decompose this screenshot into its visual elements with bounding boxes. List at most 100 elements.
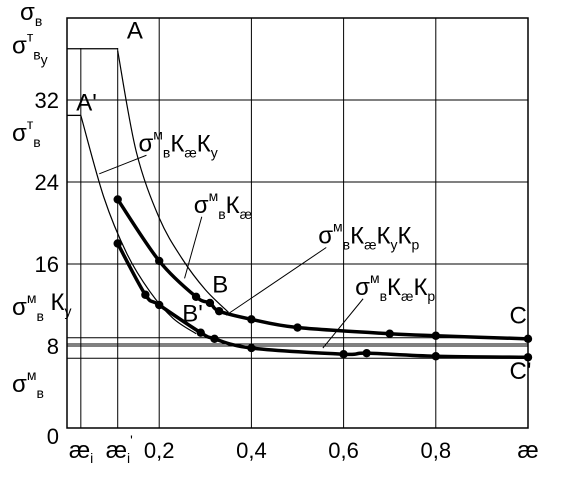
x-tick-label: 0,8 (421, 438, 452, 463)
series-line (116, 242, 529, 360)
curve-label-factor: К (197, 130, 211, 157)
data-point (293, 323, 302, 332)
point-letter: A' (76, 89, 97, 116)
data-point (385, 329, 394, 338)
y-annotation-sub: в (36, 385, 43, 401)
leader-line (184, 216, 203, 279)
curve-label: σмвКæКyКр (318, 219, 419, 253)
curve-label-factor-sub: y (211, 144, 218, 160)
data-point (205, 298, 215, 308)
y-annotation-symbol: σ (12, 371, 27, 398)
curve-label-factor-sub: р (412, 237, 420, 253)
leader-line (322, 298, 364, 349)
data-point (113, 195, 122, 204)
data-point (431, 331, 440, 340)
y-axis-label-sub: в (35, 13, 42, 29)
data-point (155, 256, 164, 266)
curve-label-factor: К (170, 130, 184, 157)
y-tick-label: 32 (35, 88, 59, 113)
curve-label-factor-sub: æ (240, 206, 252, 222)
curve-label-sub: в (380, 288, 387, 304)
curve-label: σмвКæКy (138, 126, 217, 160)
x-special-tick-symbol: æ (106, 437, 127, 464)
x-special-tick-sub: i (127, 450, 130, 466)
curve-label-factor-sub: æ (364, 237, 376, 253)
y-annotation-sup: м (27, 290, 37, 306)
curve-label-symbol: σ (194, 192, 209, 219)
curve-label: σмвКæ (194, 188, 252, 222)
y-annotation-symbol: σ (12, 33, 27, 60)
curve-label-sub: в (218, 206, 225, 222)
curve-label: σмвКæКр (355, 270, 435, 304)
y-annotation-sup: т (27, 29, 34, 45)
grid-layer (66, 17, 529, 429)
x-special-tick-sub: i (90, 450, 93, 466)
y-annotation-sup: т (27, 116, 34, 132)
data-point (339, 350, 348, 359)
data-point (523, 353, 533, 362)
curve-label-factor: К (350, 223, 364, 250)
curve-label-sub: в (343, 237, 350, 253)
y-tick-label: 8 (47, 334, 59, 359)
x-special-tick-prime: ' (130, 432, 133, 448)
data-point (191, 292, 201, 301)
reference-lines (67, 48, 528, 359)
curve-label-factor-sub: æ (401, 288, 413, 304)
y-axis-label-symbol: σ (20, 0, 35, 26)
x-special-tick-symbol: æ (69, 437, 90, 464)
y-tick-label: 16 (35, 252, 59, 277)
y-annotation-sub: в (36, 308, 43, 324)
y-axis-label: σв (20, 0, 42, 29)
thick-series (113, 195, 533, 362)
y-annotation: σтвy (12, 29, 48, 68)
data-point (210, 334, 219, 344)
data-point (113, 239, 122, 248)
leader-lines (99, 154, 364, 349)
y-annotation-symbol: σ (12, 294, 27, 321)
curve-label-symbol: σ (318, 223, 333, 250)
curve-label-factor: К (398, 223, 412, 250)
y-annotation-symbol: σ (12, 120, 27, 147)
curve-label-symbol: σ (355, 274, 370, 301)
curve-label-factor-sub: y (391, 237, 398, 253)
y-annotation: σтв (12, 116, 41, 150)
leader-line (225, 247, 327, 316)
curve-label-symbol: σ (138, 130, 153, 157)
curve-label-factor: К (413, 274, 427, 301)
y-annotation-sup: м (27, 367, 37, 383)
x-tick-label: 0,4 (236, 438, 267, 463)
x-special-tick-label: æi (69, 437, 93, 466)
point-letter: C' (510, 358, 532, 385)
curve-label-factor-sub: р (427, 288, 435, 304)
curve-label-factor-sub: æ (184, 144, 196, 160)
y-annotation-extra: К (44, 289, 65, 316)
data-point (196, 328, 205, 337)
curve-label-factor: К (387, 274, 401, 301)
x-axis-label: æ (517, 437, 538, 464)
x-tick-label: 0,6 (328, 438, 359, 463)
data-point (141, 290, 150, 299)
series-line (116, 198, 529, 341)
curve-label-factor: К (377, 223, 391, 250)
y-annotation-extra-sub: y (65, 303, 72, 319)
curve-label-sup: м (370, 270, 380, 286)
y-annotation-sub: в (33, 134, 40, 150)
curve-label-factor: К (226, 192, 240, 219)
plot-frame (66, 17, 529, 429)
data-point (247, 315, 256, 324)
y-tick-label: 24 (35, 170, 59, 195)
thin-curves (80, 50, 229, 335)
x-tick-label: 0,2 (144, 438, 175, 463)
origin-label: 0 (47, 424, 59, 449)
point-letter: B (212, 272, 228, 299)
data-point (247, 343, 256, 353)
data-point (155, 300, 164, 310)
data-point (431, 352, 440, 361)
y-annotation: σмв (12, 367, 44, 401)
leader-line (99, 154, 147, 175)
y-annotation: σмв Кy (12, 289, 72, 324)
data-point (523, 334, 533, 344)
thin-curve (80, 115, 197, 335)
